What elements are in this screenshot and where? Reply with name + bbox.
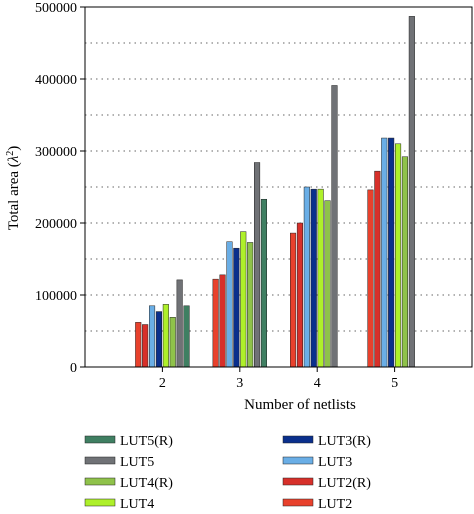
bar-lut5-5 <box>408 16 415 368</box>
bar-lut2r-5 <box>374 170 381 368</box>
bar-lut2-2 <box>135 322 142 368</box>
legend-swatch <box>282 456 314 465</box>
bar-lut4-4 <box>317 188 324 368</box>
bar-lut4-2 <box>162 304 169 368</box>
x-tick-label: 4 <box>314 376 321 391</box>
bar-lut3r-3 <box>233 247 240 368</box>
legend-label: LUT3 <box>318 455 352 470</box>
bar-lut4r-5 <box>401 156 408 368</box>
legend-swatch <box>84 456 116 465</box>
legend-swatch <box>282 477 314 486</box>
legend-swatch <box>282 498 314 507</box>
y-tick-label: 400000 <box>35 73 77 88</box>
bar-lut4r-3 <box>247 242 254 368</box>
gridlines <box>85 42 472 332</box>
bar-lut3-5 <box>381 137 388 368</box>
legend-swatch <box>84 477 116 486</box>
y-tick-labels: 0 100000 200000 300000 400000 500000 <box>35 1 77 376</box>
bar-lut3r-4 <box>310 188 317 368</box>
legend-label: LUT5 <box>120 455 154 470</box>
bar-lut2r-3 <box>219 274 226 368</box>
legend-label: LUT4 <box>120 497 154 512</box>
bar-lut5-4 <box>331 85 338 368</box>
bar-lut2-4 <box>290 232 297 368</box>
bar-lut3-4 <box>303 186 310 368</box>
bar-lut2-5 <box>367 189 374 368</box>
bar-lut3r-5 <box>388 137 395 368</box>
bar-lut5r-3 <box>260 198 267 368</box>
x-tick-label: 3 <box>236 376 243 391</box>
legend: LUT5(R) LUT5 LUT4(R) LUT4 LUT3(R) LUT3 LUT2(R)… <box>84 434 371 512</box>
y-tick-label: 300000 <box>35 145 77 160</box>
legend-swatch <box>282 435 314 444</box>
axes <box>80 6 473 372</box>
y-axis-title: Total area (λ2) <box>5 146 22 231</box>
bar-lut2r-2 <box>142 324 149 368</box>
bar-lut2r-4 <box>296 222 303 368</box>
bar-lut3-2 <box>149 305 156 368</box>
legend-label: LUT3(R) <box>318 434 371 449</box>
x-tick-label: 5 <box>391 376 398 391</box>
bars <box>135 16 415 368</box>
bar-lut5-2 <box>176 279 183 368</box>
bar-lut4r-2 <box>169 317 176 368</box>
bar-lut4-5 <box>395 143 402 368</box>
x-tick-labels: 2 3 4 5 <box>159 376 398 391</box>
legend-label: LUT2(R) <box>318 476 371 491</box>
legend-label: LUT5(R) <box>120 434 173 449</box>
bar-lut3-3 <box>226 241 233 368</box>
bar-lut5-3 <box>254 162 261 368</box>
y-tick-label: 100000 <box>35 289 77 304</box>
legend-swatch <box>84 435 116 444</box>
legend-swatch <box>84 498 116 507</box>
plot-frame <box>84 6 473 368</box>
y-tick-label: 500000 <box>35 1 77 16</box>
y-tick-label: 200000 <box>35 217 77 232</box>
x-tick-label: 2 <box>159 376 166 391</box>
bar-lut5r-2 <box>183 305 190 368</box>
bar-lut3r-2 <box>155 311 162 368</box>
legend-label: LUT2 <box>318 497 352 512</box>
x-axis-title: Number of netlists <box>244 397 356 413</box>
legend-label: LUT4(R) <box>120 476 173 491</box>
bar-lut2-3 <box>212 278 219 368</box>
bar-lut4r-4 <box>324 200 331 368</box>
y-tick-label: 0 <box>70 361 77 376</box>
bar-lut4-3 <box>240 231 247 368</box>
